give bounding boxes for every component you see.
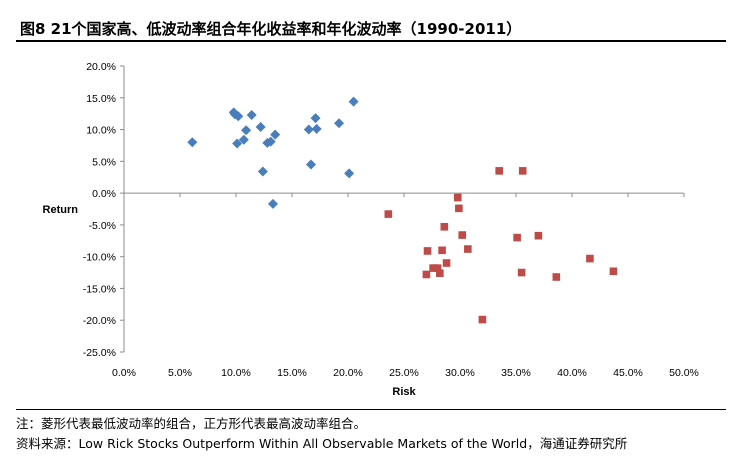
y-tick-label: 15.0% (86, 93, 116, 105)
high-vol-square-point (513, 233, 521, 242)
y-tick-label: -10.0% (83, 252, 116, 264)
high-vol-square-point (552, 273, 561, 281)
x-tick-label: 0.0% (112, 367, 136, 379)
y-tick-label: -20.0% (83, 315, 116, 327)
x-tick-label: 20.0% (333, 367, 363, 379)
y-tick-label: 10.0% (86, 125, 116, 137)
y-tick-label: -15.0% (83, 283, 116, 295)
x-tick-labels: 0.0% 5.0% 10.0% 15.0% 20.0% 25.0% 30.0% 35.0% 40… (112, 367, 699, 379)
x-tick-label: 35.0% (501, 367, 531, 379)
high-vol-square-point (429, 264, 437, 272)
high-vol-square-point (517, 268, 526, 277)
y-tick-label: 5.0% (92, 156, 116, 168)
high-vol-square-point (422, 270, 431, 279)
high-vol-square-point (609, 267, 618, 276)
figure-header: 图8 21个国家高、低波动率组合年化收益率和年化波动率（1990-2011） (16, 12, 726, 38)
high-vol-square-point (438, 246, 446, 255)
data-points (187, 96, 618, 324)
high-vol-square-point (442, 259, 451, 267)
high-vol-square-point (518, 167, 527, 175)
high-vol-square-point (455, 204, 463, 213)
high-vol-square-point (458, 231, 467, 239)
low-vol-diamond-point (270, 129, 281, 140)
figure-source: 资料来源：Low Rick Stocks Outperform Within A… (16, 436, 628, 451)
x-axis-label: Risk (392, 386, 416, 398)
title-underline (16, 40, 726, 42)
low-vol-diamond-point (348, 96, 359, 107)
high-vol-square-point (433, 264, 442, 272)
x-tick-label: 25.0% (389, 367, 419, 379)
low-vol-diamond-point (265, 136, 276, 147)
low-vol-diamond-point (187, 137, 198, 148)
x-tick-label: 10.0% (221, 367, 251, 379)
x-tick-label: 40.0% (557, 367, 587, 379)
low-vol-diamond-point (257, 166, 268, 177)
y-tick-label: -5.0% (89, 220, 116, 232)
x-tick-label: 30.0% (445, 367, 475, 379)
high-vol-square-point (586, 254, 594, 263)
low-vol-diamond-point (303, 124, 314, 135)
figure-note: 注：菱形代表最低波动率的组合，正方形代表最高波动率组合。 (16, 416, 367, 431)
figure-notes: 注：菱形代表最低波动率的组合，正方形代表最高波动率组合。 资料来源：Low Ri… (16, 414, 736, 454)
high-vol-square-point (440, 222, 449, 231)
x-tick-label: 15.0% (277, 367, 307, 379)
high-vol-square-point (384, 210, 393, 218)
high-vol-square-point (534, 231, 543, 240)
y-tick-label: -25.0% (83, 347, 116, 359)
low-vol-diamond-point (246, 109, 257, 120)
low-vol-diamond-point (334, 118, 345, 129)
y-axis-label: Return (43, 204, 79, 216)
low-vol-diamond-point (255, 122, 266, 133)
x-tick-label: 50.0% (669, 367, 699, 379)
low-vol-diamond-point (310, 113, 321, 124)
high-vol-square-point (478, 315, 487, 324)
low-vol-diamond-point (306, 159, 317, 170)
high-vol-square-point (495, 167, 503, 175)
low-vol-diamond-point (267, 198, 278, 209)
chart-area: -25.0% -20.0% -15.0% -10.0% -5.0% 0.0% 5.0% 10.… (0, 46, 744, 406)
high-vol-square-point (436, 269, 444, 277)
chart-axes (120, 65, 685, 353)
high-vol-square-point (464, 245, 472, 253)
x-tick-label: 5.0% (168, 367, 192, 379)
scatter-chart: -25.0% -20.0% -15.0% -10.0% -5.0% 0.0% 5.0% 10.… (43, 61, 699, 398)
high-vol-square-point (453, 193, 462, 202)
y-tick-labels: -25.0% -20.0% -15.0% -10.0% -5.0% 0.0% 5.0% 10.… (83, 61, 116, 359)
low-vol-diamond-point (311, 123, 322, 134)
y-tick-label: 0.0% (92, 188, 116, 200)
x-tick-label: 45.0% (613, 367, 643, 379)
figure-title: 图8 21个国家高、低波动率组合年化收益率和年化波动率（1990-2011） (20, 20, 522, 38)
notes-divider (16, 409, 726, 410)
low-vol-diamond-point (233, 111, 244, 122)
low-vol-diamond-point (241, 125, 252, 136)
y-tick-label: 20.0% (86, 61, 116, 73)
low-vol-diamond-point (232, 138, 243, 149)
low-vol-diamond-point (344, 168, 355, 179)
high-vol-square-point (423, 247, 432, 255)
low-vol-diamond-point (238, 134, 249, 145)
